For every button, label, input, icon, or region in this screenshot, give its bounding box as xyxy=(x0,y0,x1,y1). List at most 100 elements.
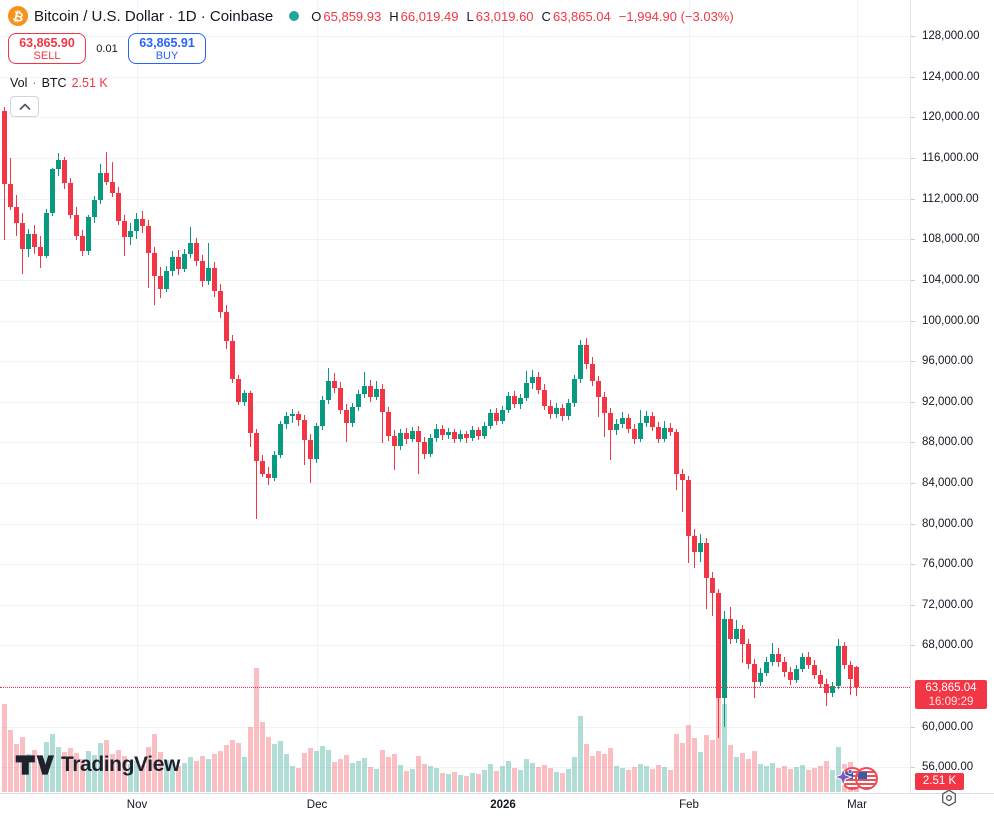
collapse-pane-button[interactable] xyxy=(10,96,39,117)
axis-tick xyxy=(911,320,915,322)
tradingview-logo[interactable]: TradingView xyxy=(14,752,180,778)
candle xyxy=(674,432,679,474)
volume-bar xyxy=(608,748,613,792)
candle xyxy=(488,412,493,426)
candle xyxy=(500,409,505,421)
volume-bar xyxy=(260,722,265,792)
time-axis[interactable]: Nov Dec 2026 Feb Mar xyxy=(0,793,994,819)
candle xyxy=(122,221,127,237)
volume-bar xyxy=(548,768,553,792)
volume-bar xyxy=(368,767,373,792)
buy-button[interactable]: 63,865.91 BUY xyxy=(128,33,206,64)
candle xyxy=(518,397,523,404)
volume-bar xyxy=(236,743,241,792)
candle xyxy=(428,438,433,454)
volume-bar xyxy=(32,750,37,792)
volume-bar xyxy=(224,745,229,792)
low-value: 63,019.60 xyxy=(475,8,534,24)
last-price-value: 63,865.04 xyxy=(925,682,977,694)
volume-bar xyxy=(404,771,409,792)
axis-tick xyxy=(911,198,915,200)
candlestick-chart[interactable] xyxy=(0,0,910,793)
candle xyxy=(734,629,739,639)
volume-bar xyxy=(56,747,61,792)
candle-wick xyxy=(394,430,395,470)
chart-settings-button[interactable] xyxy=(938,787,960,809)
volume-bar xyxy=(584,744,589,792)
price-axis-label: 100,000.00 xyxy=(922,314,980,327)
bitcoin-icon: ₿ xyxy=(8,6,28,26)
volume-bar xyxy=(68,748,73,792)
candle xyxy=(662,428,667,439)
volume-bar xyxy=(242,757,247,792)
price-axis-label: 60,000.00 xyxy=(922,720,974,733)
axis-tick xyxy=(911,158,915,159)
volume-bar xyxy=(698,752,703,792)
volume-bar xyxy=(536,767,541,792)
candle xyxy=(494,412,499,421)
volume-bar xyxy=(350,763,355,792)
gridline xyxy=(0,482,910,484)
volume-bar xyxy=(176,766,181,792)
candle xyxy=(290,413,295,416)
axis-tick xyxy=(911,361,915,362)
volume-bar xyxy=(674,734,679,792)
candle xyxy=(128,231,133,237)
candle xyxy=(596,381,601,397)
candle xyxy=(8,184,13,207)
volume-bar xyxy=(722,704,727,792)
tradingview-logo-text: TradingView xyxy=(61,753,180,776)
price-axis-label: 124,000.00 xyxy=(922,70,980,83)
volume-bar xyxy=(332,762,337,792)
candle xyxy=(170,256,175,271)
candle xyxy=(308,440,313,459)
candle xyxy=(824,683,829,693)
volume-bar xyxy=(524,759,529,792)
candle xyxy=(476,430,481,436)
sell-button[interactable]: 63,865.90 SELL xyxy=(8,33,86,64)
gridline xyxy=(0,36,910,37)
volume-bar xyxy=(110,754,115,792)
volume-bar xyxy=(470,773,475,792)
volume-bar xyxy=(206,759,211,792)
price-axis-label: 108,000.00 xyxy=(922,233,980,245)
volume-bar xyxy=(530,763,535,792)
bar-countdown: 16:09:29 xyxy=(928,696,974,708)
candle xyxy=(152,252,157,276)
symbol-title[interactable]: Bitcoin / U.S. Dollar · 1D · Coinbase xyxy=(34,7,274,25)
low-label: L xyxy=(466,8,474,24)
economic-event-flag-icon[interactable] xyxy=(855,766,878,790)
candle xyxy=(716,592,721,698)
candle xyxy=(374,388,379,397)
close-value: 63,865.04 xyxy=(552,8,611,24)
candle-wick xyxy=(682,468,683,512)
market-status-dot-icon[interactable] xyxy=(289,11,300,21)
candle xyxy=(782,661,787,672)
volume-legend[interactable]: Vol · BTC 2.51 K xyxy=(10,76,108,90)
volume-bar xyxy=(566,769,571,792)
candle xyxy=(590,364,595,381)
volume-bar xyxy=(248,727,253,792)
candle xyxy=(158,275,163,289)
sparkle-icon[interactable] xyxy=(834,766,856,790)
price-axis-label: 96,000.00 xyxy=(922,355,974,367)
volume-bar xyxy=(452,772,457,792)
price-axis[interactable]: 128,000.00 124,000.00 120,000.00 116,000.00… xyxy=(910,0,994,793)
candle xyxy=(626,417,631,429)
volume-bar xyxy=(74,753,79,792)
volume-bar xyxy=(710,740,715,792)
candle xyxy=(848,664,853,679)
candle xyxy=(134,219,139,231)
candle xyxy=(236,379,241,402)
axis-tick xyxy=(911,645,915,646)
candle-wick xyxy=(190,227,191,258)
volume-bar xyxy=(122,756,127,792)
volume-bar xyxy=(734,757,739,792)
volume-bar xyxy=(86,751,91,792)
candle xyxy=(800,656,805,669)
candle-wick xyxy=(256,429,257,519)
volume-bar xyxy=(128,764,133,792)
candle xyxy=(62,160,67,183)
gridline xyxy=(0,645,910,646)
